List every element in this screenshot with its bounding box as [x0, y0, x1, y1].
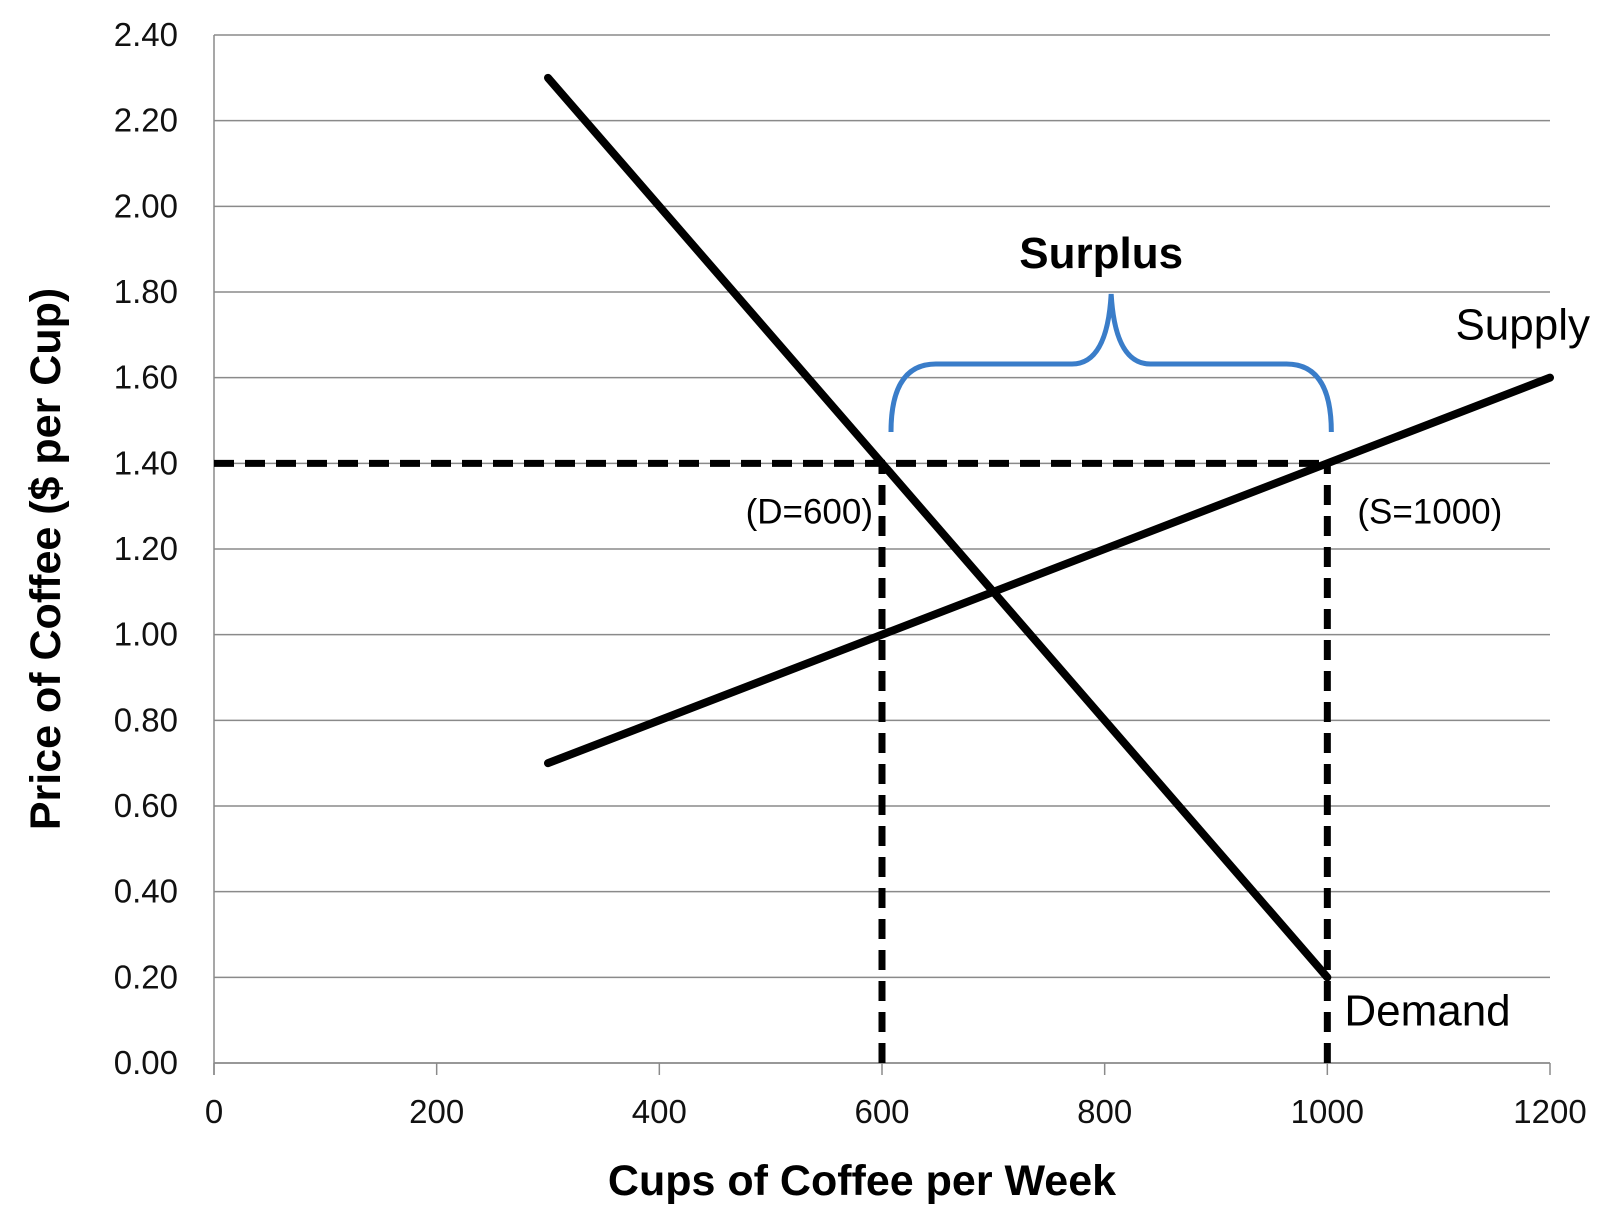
x-tick-label: 1000 — [1291, 1093, 1364, 1130]
x-tick-label: 200 — [409, 1093, 464, 1130]
y-tick-label: 1.00 — [114, 616, 178, 653]
demand-quantity-annotation: (D=600) — [746, 492, 873, 531]
y-tick-label: 0.20 — [114, 958, 178, 995]
demand-label: Demand — [1344, 986, 1510, 1035]
x-axis-title: Cups of Coffee per Week — [608, 1157, 1116, 1205]
x-tick-label: 600 — [854, 1093, 909, 1130]
supply-line — [544, 373, 1554, 768]
labels: 0.00 0.20 0.40 0.60 0.80 1.00 1.20 1.40 1.60 1.80… — [22, 16, 1590, 1205]
y-tick-label: 2.20 — [114, 102, 178, 139]
y-tick-label: 2.00 — [114, 187, 178, 224]
y-tick-label: 1.80 — [114, 273, 178, 310]
y-tick-label: 2.40 — [114, 16, 178, 53]
y-axis-title: Price of Coffee ($ per Cup) — [22, 288, 70, 830]
demand-line — [544, 73, 1332, 982]
series-lines — [544, 73, 1554, 982]
y-tick-label: 0.80 — [114, 701, 178, 738]
y-tick-label: 1.40 — [114, 444, 178, 481]
surplus-bracket — [888, 293, 1334, 433]
supply-label: Supply — [1455, 301, 1590, 350]
x-tick-label: 0 — [205, 1093, 223, 1130]
y-tick-label: 0.40 — [114, 873, 178, 910]
y-tick-label: 0.00 — [114, 1044, 178, 1081]
y-tick-label: 1.60 — [114, 359, 178, 396]
y-tick-label: 1.20 — [114, 530, 178, 567]
surplus-label: Surplus — [1019, 229, 1183, 278]
surplus-brace — [888, 293, 1334, 433]
supply-quantity-annotation: (S=1000) — [1357, 492, 1502, 531]
x-tick-label: 400 — [632, 1093, 687, 1130]
y-tick-label: 0.60 — [114, 787, 178, 824]
x-tick-label: 800 — [1077, 1093, 1132, 1130]
x-tick-label: 1200 — [1513, 1093, 1586, 1130]
reference-lines — [214, 459, 1331, 1063]
